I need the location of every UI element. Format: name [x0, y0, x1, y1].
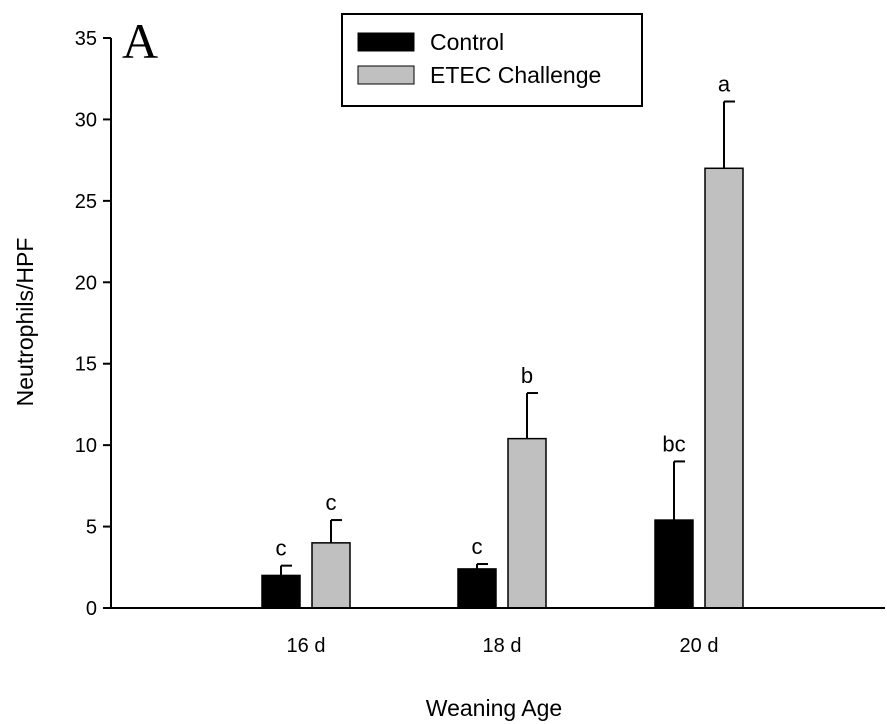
y-axis-title: Neutrophils/HPF — [12, 238, 38, 407]
bar — [704, 167, 744, 609]
legend-swatch-etec — [357, 65, 415, 85]
y-tick-label: 5 — [86, 517, 97, 539]
y-tick-label: 20 — [75, 272, 97, 294]
panel-label: A — [122, 13, 158, 69]
bars-layer — [261, 100, 744, 609]
bar — [507, 437, 547, 609]
significance-label: c — [276, 536, 287, 561]
y-tick-label: 0 — [86, 598, 97, 620]
significance-label: bc — [662, 431, 685, 456]
legend: Control ETEC Challenge — [341, 13, 643, 107]
significance-label: c — [326, 490, 337, 515]
x-tick-label: 18 d — [483, 635, 522, 657]
legend-box — [341, 13, 643, 107]
y-tick-label: 35 — [75, 28, 97, 50]
x-tick-label: 20 d — [680, 635, 719, 657]
y-tick-label: 10 — [75, 435, 97, 457]
y-tick-label: 30 — [75, 109, 97, 131]
significance-label: b — [521, 363, 533, 388]
y-tick-label: 15 — [75, 354, 97, 376]
significance-label: c — [472, 534, 483, 559]
legend-label-control: Control — [430, 29, 504, 55]
bar — [654, 519, 694, 609]
y-tick-label: 25 — [75, 191, 97, 213]
bar — [457, 568, 497, 609]
axes-layer: 0 5 10 15 20 25 30 35 16 d 18 d 20 d — [75, 28, 885, 657]
legend-swatch-control — [357, 32, 415, 52]
legend-label-etec: ETEC Challenge — [430, 62, 601, 88]
x-tick-label: 16 d — [287, 635, 326, 657]
labels-layer: c c c b bc a — [276, 72, 731, 561]
bar — [311, 542, 351, 609]
significance-label: a — [718, 72, 731, 97]
x-axis-title: Weaning Age — [426, 695, 562, 721]
bar — [261, 574, 301, 609]
